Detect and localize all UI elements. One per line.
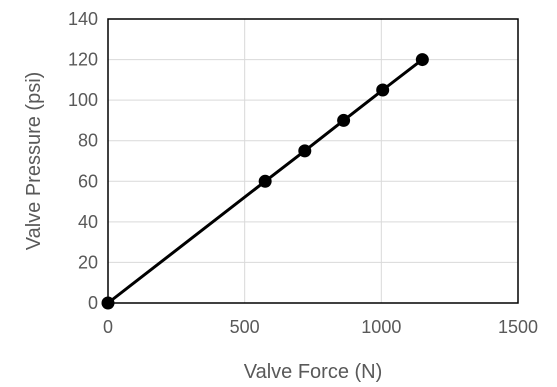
- y-tick-label: 20: [78, 252, 98, 272]
- y-tick-label: 60: [78, 171, 98, 191]
- data-point: [101, 296, 115, 310]
- y-tick-label: 0: [88, 293, 98, 313]
- y-tick-label: 140: [68, 9, 98, 29]
- y-tick-label: 100: [68, 90, 98, 110]
- y-tick-label: 40: [78, 212, 98, 232]
- data-point: [298, 144, 312, 158]
- x-tick-label: 1500: [498, 317, 538, 337]
- series-lines: [107, 58, 424, 305]
- x-tick-label: 0: [103, 317, 113, 337]
- x-tick-label: 500: [230, 317, 260, 337]
- data-point: [258, 174, 272, 188]
- y-tick-label: 80: [78, 131, 98, 151]
- y-tick-labels: 0 20 40 60 80 100 120 140: [68, 9, 98, 313]
- data-point: [376, 83, 390, 97]
- y-axis-title: Valve Pressure (psi): [23, 72, 45, 251]
- grid-lines: [108, 19, 518, 303]
- x-axis-title: Valve Force (N): [244, 361, 383, 383]
- plot-frame: [107, 18, 519, 304]
- data-points: [101, 53, 429, 310]
- data-point: [415, 53, 429, 67]
- data-point: [337, 113, 351, 127]
- y-tick-label: 120: [68, 50, 98, 70]
- x-tick-labels: 0 500 1000 1500: [103, 317, 538, 337]
- series-line: [107, 58, 424, 305]
- x-tick-label: 1000: [361, 317, 401, 337]
